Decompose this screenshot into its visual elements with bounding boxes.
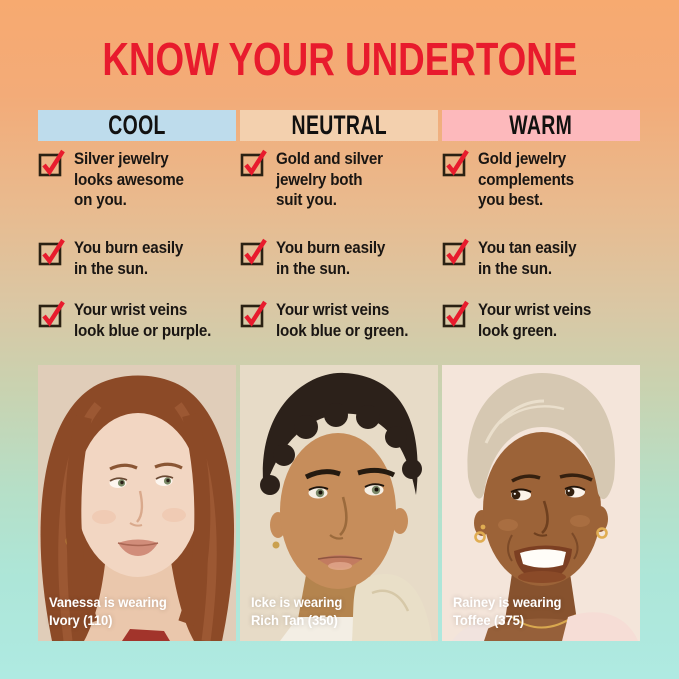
checkbox-checked-icon [240,238,267,266]
checklist-item-warm-sun: You tan easily in the sun. [442,238,640,279]
checkbox-checked-icon [442,300,469,328]
checklist-text: You tan easily in the sun. [478,239,577,278]
checkbox-checked-icon [442,238,469,266]
checklist-item-cool-veins: Your wrist veins look blue or purple. [38,300,236,341]
checkbox-checked-icon [38,238,65,266]
portrait-icke-illustration [240,365,438,641]
checklist-text: Your wrist veins look blue or purple. [74,301,212,340]
checklist-item-neutral-sun: You burn easily in the sun. [240,238,438,279]
checkbox-checked-icon [38,300,65,328]
checklist-item-warm-jewelry: Gold jewelry complements you best. [442,149,640,211]
checklist-text: Your wrist veins look blue or green. [276,301,409,340]
checklist-item-neutral-veins: Your wrist veins look blue or green. [240,300,438,341]
header-label-neutral: NEUTRAL [291,110,387,140]
checkbox-checked-icon [38,149,65,177]
checkbox-checked-icon [240,149,267,177]
checklist-text: Gold and silver jewelry both suit you. [276,150,383,209]
page-title-text: KNOW YOUR UNDERTONE [101,33,578,85]
photo-caption-neutral: Icke is wearing Rich Tan (350) [251,594,343,628]
photo-caption-cool: Vanessa is wearing Ivory (110) [49,594,167,628]
model-photo-warm: Rainey is wearing Toffee (375) [442,365,640,641]
checklist-text: Gold jewelry complements you best. [478,150,574,209]
page-title: KNOW YOUR UNDERTONE [0,33,679,85]
checklist-item-cool-sun: You burn easily in the sun. [38,238,236,279]
checklist-text: You burn easily in the sun. [74,239,184,278]
checkbox-checked-icon [240,300,267,328]
photo-caption-warm: Rainey is wearing Toffee (375) [453,594,562,628]
model-photo-neutral: Icke is wearing Rich Tan (350) [240,365,438,641]
checklist-item-warm-veins: Your wrist veins look green. [442,300,640,341]
header-bar-neutral: NEUTRAL [240,110,438,141]
checklist-item-cool-jewelry: Silver jewelry looks awesome on you. [38,149,236,211]
header-bar-cool: COOL [38,110,236,141]
header-bar-warm: WARM [442,110,640,141]
checkbox-checked-icon [442,149,469,177]
portrait-vanessa-illustration [38,365,236,641]
header-label-warm: WARM [509,110,573,140]
checklist-item-neutral-jewelry: Gold and silver jewelry both suit you. [240,149,438,211]
portrait-rainey-illustration [442,365,640,641]
header-label-cool: COOL [108,110,166,140]
checklist-text: Silver jewelry looks awesome on you. [74,150,184,209]
model-photo-cool: Vanessa is wearing Ivory (110) [38,365,236,641]
checklist-text: You burn easily in the sun. [276,239,386,278]
checklist-text: Your wrist veins look green. [478,301,592,340]
